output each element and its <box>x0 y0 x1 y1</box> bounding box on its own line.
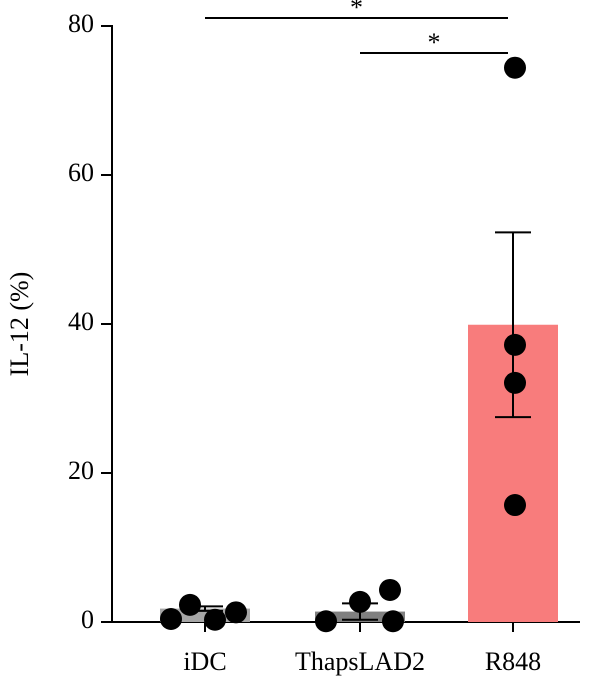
y-tick-label: 40 <box>68 307 94 336</box>
data-point <box>225 601 247 624</box>
data-point <box>504 333 526 356</box>
data-point <box>315 610 337 633</box>
significance-label: * <box>350 0 363 22</box>
data-point <box>504 494 526 517</box>
y-tick-label: 0 <box>81 605 94 634</box>
data-point <box>160 608 182 631</box>
data-point <box>349 590 371 613</box>
data-point <box>204 608 226 631</box>
x-tick-label: ThapsLAD2 <box>295 647 425 676</box>
y-axis-label: IL-12 (%) <box>5 272 34 377</box>
data-point <box>379 578 401 601</box>
data-point <box>504 371 526 394</box>
y-tick-label: 20 <box>68 456 94 485</box>
data-point <box>382 610 404 633</box>
x-tick-label: R848 <box>485 647 541 676</box>
x-tick-label: iDC <box>183 647 226 676</box>
significance-label: * <box>428 28 441 57</box>
data-point <box>504 56 526 79</box>
y-tick-label: 80 <box>68 9 94 38</box>
y-tick-label: 60 <box>68 158 94 187</box>
data-point <box>179 593 201 616</box>
